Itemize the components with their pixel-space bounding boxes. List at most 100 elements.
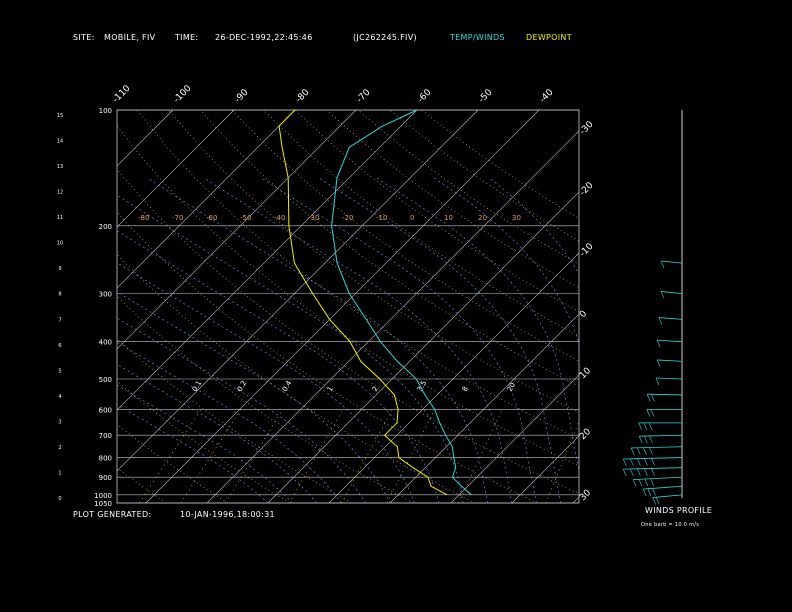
isotherm-line [117, 110, 174, 167]
winds-profile-label: WINDS PROFILE [645, 506, 713, 515]
dry-adiabat-group [0, 110, 579, 503]
wind-barb-feather [660, 291, 665, 299]
wind-barb-feather [630, 447, 635, 456]
pressure-tick-label: 700 [99, 432, 112, 440]
wind-barb-feather [643, 422, 648, 430]
dry-adiabat-line [326, 110, 579, 289]
wind-barb-feather [622, 468, 627, 477]
moist-adiabat-line [117, 341, 342, 503]
wind-barb-feather [644, 478, 649, 487]
dry-adiabat-label: -70 [172, 214, 183, 222]
moist-adiabat-line [117, 384, 293, 503]
height-tick-label: 5 [58, 368, 61, 374]
isotherm-line [572, 496, 579, 503]
wind-barb-shaft [623, 457, 683, 460]
wind-barb-feather [647, 488, 652, 496]
isotherm-line [117, 110, 357, 350]
height-tick-label: 12 [57, 190, 63, 196]
mixing-ratio-line [386, 409, 436, 503]
mixing-ratio-label: 8 [461, 385, 470, 393]
plot-generated-label: PLOT GENERATED: [73, 510, 152, 519]
wind-barb-feather [658, 317, 663, 325]
mixing-ratio-line [138, 409, 202, 503]
height-tick-label: 8 [58, 292, 61, 298]
moist-adiabat-line [318, 177, 562, 503]
wind-barb-feather [644, 458, 648, 466]
isotherm-line [328, 252, 579, 503]
wind-barb-feather [637, 468, 641, 476]
moist-adiabat-line [117, 404, 269, 503]
moist-adiabat-line [203, 177, 513, 503]
isotherm-top-label: -90 [233, 87, 251, 105]
temperature-line [331, 109, 472, 496]
isotherm-line [206, 130, 579, 503]
chart-series [278, 109, 472, 496]
mixing-ratio-label: 0.1 [191, 379, 203, 393]
height-tick-label: 14 [57, 139, 63, 145]
mixing-ratio-line [545, 420, 579, 503]
wind-barb-feather [649, 447, 653, 455]
moist-adiabat-line [117, 194, 464, 503]
time-value: 26-DEC-1992,22:45:46 [215, 33, 313, 42]
dry-adiabat-line [263, 110, 579, 337]
isotherm-top-label: -40 [538, 87, 556, 105]
site-label: SITE: [73, 33, 95, 42]
wind-barb-shaft [660, 291, 683, 295]
wind-barb-shaft [631, 446, 683, 449]
wind-barb-feather [630, 458, 634, 466]
wind-barb-shaft [657, 339, 683, 343]
isotherm-line [117, 110, 418, 411]
isotherm-line [117, 110, 235, 228]
wind-barb-feather [652, 497, 656, 505]
wind-barb-feather [637, 447, 641, 455]
pressure-tick-label: 300 [99, 291, 112, 299]
wind-barb-feather [656, 359, 661, 368]
dry-adiabat-line [421, 110, 579, 219]
mixing-ratio-line [288, 409, 344, 503]
height-tick-label: 7 [58, 317, 61, 323]
pressure-tick-label: 200 [99, 223, 112, 231]
chart-grid [0, 109, 580, 504]
height-tick-label: 13 [57, 164, 63, 170]
isotherm-right-label: 0 [578, 309, 589, 320]
height-tick-label: 1 [58, 470, 61, 476]
dry-adiabat-line [357, 110, 579, 265]
isotherm-line [117, 110, 296, 289]
wind-barb-feather [644, 468, 648, 476]
dry-adiabat-label: 10 [444, 214, 453, 222]
dry-adiabat-label: -50 [240, 214, 251, 222]
wind-barb-feather [655, 497, 660, 505]
moist-adiabat-line [146, 177, 488, 503]
wind-barb-feather [632, 479, 637, 487]
moist-adiabat-line [489, 177, 579, 275]
moist-adiabat-line [433, 177, 579, 345]
wind-barb-feather [651, 468, 655, 476]
isotherm-top-label: -70 [355, 87, 373, 105]
height-tick-label: 9 [58, 266, 61, 272]
dry-adiabat-line [231, 110, 579, 362]
dry-adiabat-line [0, 110, 42, 503]
wind-barb-shaft [660, 260, 683, 264]
wind-barb-feather [638, 479, 643, 487]
isotherm-right-label: 10 [578, 366, 593, 381]
isotherm-line [145, 110, 540, 503]
wind-barb-feather [656, 340, 661, 348]
dry-adiabat-label: -30 [308, 214, 319, 222]
dry-adiabat-label: -60 [206, 214, 217, 222]
wind-barb-feather [638, 422, 642, 430]
wind-barb-feather [646, 394, 651, 402]
isotherm-right-label: -30 [578, 119, 596, 137]
height-tick-label: 15 [57, 113, 63, 119]
wind-barb-feather [638, 436, 643, 444]
wind-barb-shaft [657, 359, 683, 362]
isotherm-top-label: -110 [111, 83, 133, 105]
isotherm-group [117, 110, 579, 503]
wind-barb-feather [630, 468, 634, 477]
mixing-ratio-group [138, 409, 579, 503]
isotherm-line [389, 313, 579, 503]
dry-adiabat-line [168, 110, 579, 413]
pressure-tick-label: 400 [99, 339, 112, 347]
wind-barb-feather [644, 435, 648, 444]
chart-labels: 1002003004005006007008009001000105015141… [57, 83, 596, 508]
